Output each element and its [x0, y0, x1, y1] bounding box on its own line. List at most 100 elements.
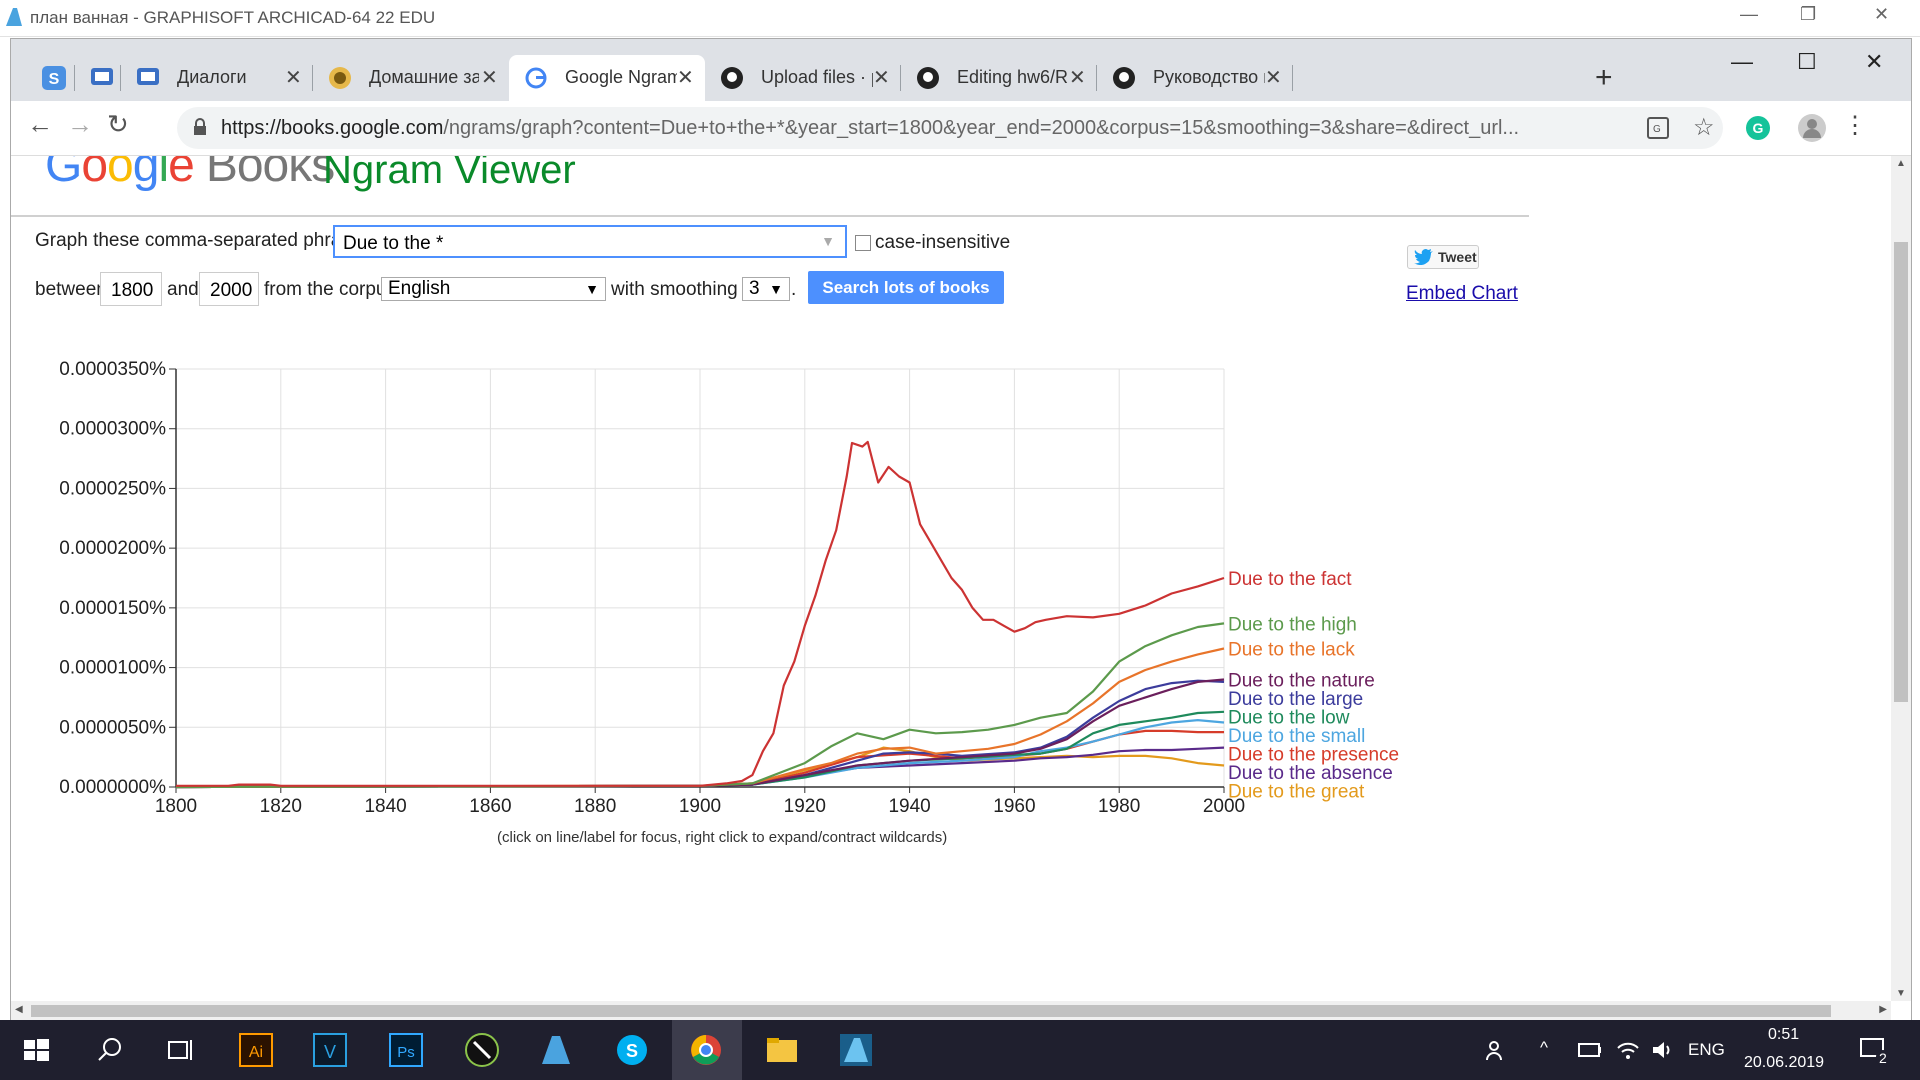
horizontal-scrollbar[interactable]: ◀ ▶ [11, 1001, 1891, 1021]
file-explorer-icon[interactable] [762, 1030, 802, 1070]
series-label[interactable]: Due to the small [1228, 726, 1365, 747]
tweet-button[interactable]: Tweet [1407, 245, 1479, 269]
dropdown-caret-icon[interactable]: ▼ [821, 233, 835, 249]
twitter-bird-icon [1414, 249, 1433, 265]
series-label[interactable]: Due to the high [1228, 614, 1357, 635]
archicad-icon[interactable] [536, 1030, 576, 1070]
x-tick-label: 1900 [679, 796, 721, 817]
scrollbar-thumb[interactable] [31, 1005, 1831, 1017]
task-view-icon[interactable] [160, 1030, 200, 1070]
photoshop-icon[interactable]: Ps [386, 1030, 426, 1070]
tab-homework[interactable]: Домашние задани ✕ [313, 55, 509, 101]
close-icon[interactable]: ✕ [1874, 4, 1890, 24]
tab-close-icon[interactable]: ✕ [677, 67, 694, 89]
reload-icon[interactable]: ↻ [107, 109, 129, 139]
divider [11, 215, 1529, 217]
windows-start-icon[interactable] [16, 1030, 56, 1070]
tab-google-ngram[interactable]: Google Ngram Vie ✕ [509, 55, 705, 101]
corpus-select[interactable]: English ▼ [381, 277, 606, 301]
series-label[interactable]: Due to the lack [1228, 639, 1355, 660]
scroll-down-icon[interactable]: ▼ [1896, 988, 1906, 999]
ngram-chart: 1800 1820 1840 1860 1880 1900 1920 1940 1960 1980… [59, 359, 1399, 817]
svg-text:S: S [49, 71, 60, 88]
tab-editing-readme[interactable]: Editing hw6/READ ✕ [901, 55, 1097, 101]
series-label[interactable]: Due to the absence [1228, 763, 1393, 784]
address-bar[interactable]: https://books.google.com/ngrams/graph?co… [177, 107, 1723, 149]
tab-strip: S Диалоги ✕ Домашние задани ✕ Google Ngr… [11, 39, 1911, 101]
year-start-input[interactable]: 1800 [100, 272, 162, 306]
tray-expand-icon[interactable]: ^ [1540, 1038, 1548, 1057]
x-tick-label: 1920 [784, 796, 826, 817]
pen-tool-icon[interactable] [462, 1030, 502, 1070]
tab-label: Upload files · pima [761, 67, 873, 87]
v-app-icon[interactable]: V [310, 1030, 350, 1070]
series-label[interactable]: Due to the nature [1228, 671, 1375, 692]
notifications-icon[interactable] [1858, 1034, 1888, 1064]
forward-arrow-icon[interactable]: → [67, 109, 93, 139]
y-tick-label: 0.0000300% [59, 419, 166, 440]
between-label: between [35, 279, 107, 300]
illustrator-icon[interactable]: Ai [236, 1030, 276, 1070]
archicad-icon[interactable] [836, 1030, 876, 1070]
wifi-icon[interactable] [1616, 1038, 1640, 1062]
year-end-input[interactable]: 2000 [199, 272, 259, 306]
scroll-up-icon[interactable]: ▲ [1896, 158, 1906, 169]
search-icon[interactable] [90, 1030, 130, 1070]
tab-close-icon[interactable]: ✕ [1069, 67, 1086, 89]
clock-date[interactable]: 20.06.2019 [1744, 1054, 1825, 1071]
scrollbar-thumb[interactable] [1894, 242, 1908, 702]
series-label[interactable]: Due to the low [1228, 708, 1350, 729]
case-insensitive-label: case-insensitive [875, 232, 1011, 253]
clock-time[interactable]: 0:51 [1768, 1026, 1800, 1043]
tab-close-icon[interactable]: ✕ [1265, 67, 1282, 89]
series-label[interactable]: Due to the presence [1228, 745, 1399, 766]
skype-icon[interactable]: S [612, 1030, 652, 1070]
language-indicator[interactable]: ENG [1688, 1040, 1725, 1059]
series-line [175, 678, 1225, 789]
phrases-input[interactable]: Due to the * ▼ [333, 225, 847, 258]
page-title: Ngram Viewer [323, 156, 576, 192]
series-label[interactable]: Due to the fact [1228, 569, 1352, 590]
volume-icon[interactable] [1650, 1038, 1674, 1062]
scroll-left-icon[interactable]: ◀ [15, 1004, 23, 1015]
yellow-emblem-icon [329, 67, 351, 89]
restore-icon[interactable]: ❐ [1800, 4, 1817, 24]
tab-close-icon[interactable]: ✕ [285, 67, 302, 89]
tab-pinned-skype[interactable]: S [27, 55, 75, 101]
minimize-icon[interactable]: — [1740, 4, 1758, 24]
x-tick-label: 1820 [260, 796, 302, 817]
people-icon[interactable] [1484, 1038, 1508, 1062]
outer-window-titlebar: план ванная - GRAPHISOFT ARCHICAD-64 22 … [0, 0, 1920, 37]
svg-text:Ai: Ai [249, 1044, 263, 1061]
back-arrow-icon[interactable]: ← [27, 109, 53, 139]
scroll-right-icon[interactable]: ▶ [1879, 1004, 1887, 1015]
profile-avatar-icon[interactable] [1797, 113, 1827, 143]
series-label[interactable]: Due to the great [1228, 782, 1365, 803]
tab-close-icon[interactable]: ✕ [873, 67, 890, 89]
embed-chart-link[interactable]: Embed Chart [1406, 283, 1518, 304]
tab-upload-files[interactable]: Upload files · pima ✕ [705, 55, 901, 101]
bookmark-star-icon[interactable]: ☆ [1693, 114, 1715, 141]
vertical-scrollbar[interactable]: ▲ ▼ [1891, 156, 1911, 1001]
maximize-icon[interactable]: ☐ [1797, 49, 1817, 74]
x-tick-label: 1880 [574, 796, 616, 817]
series-line [175, 710, 1225, 789]
grammarly-icon[interactable]: G [1745, 115, 1771, 141]
menu-kebab-icon[interactable]: ⋮ [1843, 112, 1867, 139]
tab-pinned-chat[interactable] [75, 55, 121, 101]
case-insensitive-checkbox[interactable] [855, 235, 871, 251]
smoothing-select[interactable]: 3 ▼ [742, 277, 790, 301]
new-tab-plus-icon[interactable]: + [1595, 61, 1613, 94]
tab-close-icon[interactable]: ✕ [481, 67, 498, 89]
search-button[interactable]: Search lots of books [808, 271, 1004, 304]
chat-bubble-icon [137, 68, 159, 85]
translate-icon[interactable]: G [1647, 117, 1669, 139]
series-label[interactable]: Due to the large [1228, 689, 1363, 710]
archicad-icon [6, 8, 22, 26]
minimize-icon[interactable]: — [1731, 49, 1753, 74]
close-icon[interactable]: ✕ [1865, 49, 1884, 74]
battery-icon[interactable] [1578, 1042, 1602, 1058]
tab-guide[interactable]: Руководство по с ✕ [1097, 55, 1293, 101]
chrome-icon[interactable] [686, 1030, 726, 1070]
tab-dialogi[interactable]: Диалоги ✕ [121, 55, 313, 101]
